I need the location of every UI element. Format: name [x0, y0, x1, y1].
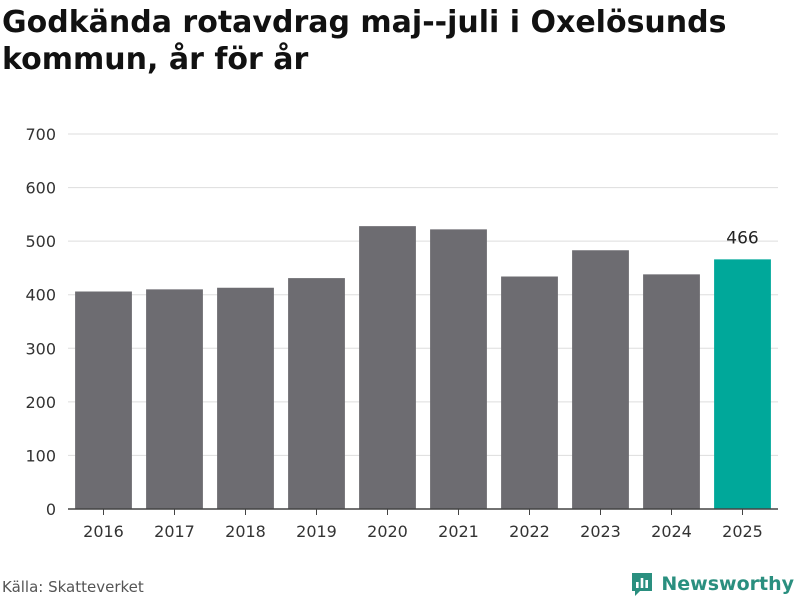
y-tick-label: 200: [25, 393, 56, 412]
x-tick-label: 2018: [225, 522, 266, 541]
bar: [643, 274, 700, 509]
x-tick-label: 2023: [580, 522, 621, 541]
x-tick-label: 2020: [367, 522, 408, 541]
bar: [75, 291, 132, 509]
y-tick-label: 100: [25, 446, 56, 465]
x-tick-label: 2022: [509, 522, 550, 541]
newsworthy-logo-icon: [632, 573, 653, 596]
y-axis-ticks: 0 100 200 300 400 500 600 700: [25, 125, 56, 519]
y-tick-label: 0: [46, 500, 56, 519]
x-tick-label: 2017: [154, 522, 195, 541]
bar: [430, 229, 487, 509]
bar: [714, 259, 771, 509]
bar: [146, 289, 203, 509]
bar: [288, 278, 345, 509]
y-tick-label: 600: [25, 179, 56, 198]
x-tick-label: 2016: [83, 522, 124, 541]
chart-title: Godkända rotavdrag maj--juli i Oxelösund…: [2, 5, 727, 77]
bar: [572, 250, 629, 509]
x-axis-ticks: 2016 2017 2018 2019 2020 2021 2022 2023 2024 2025: [83, 509, 763, 541]
y-tick-label: 700: [25, 125, 56, 144]
x-tick-label: 2019: [296, 522, 337, 541]
brand-name: Newsworthy: [661, 573, 794, 595]
brand-logo: Newsworthy: [630, 570, 794, 598]
x-tick-label: 2024: [651, 522, 692, 541]
y-tick-label: 400: [25, 286, 56, 305]
bars: [75, 226, 771, 509]
x-tick-label: 2021: [438, 522, 479, 541]
data-label: 466: [726, 228, 758, 248]
x-tick-label: 2025: [722, 522, 763, 541]
bar: [217, 287, 274, 509]
source-note: Källa: Skatteverket: [2, 578, 144, 596]
bar: [359, 226, 416, 509]
bar: [501, 276, 558, 509]
y-tick-label: 500: [25, 232, 56, 251]
y-tick-label: 300: [25, 339, 56, 358]
data-labels: 466: [726, 228, 758, 248]
